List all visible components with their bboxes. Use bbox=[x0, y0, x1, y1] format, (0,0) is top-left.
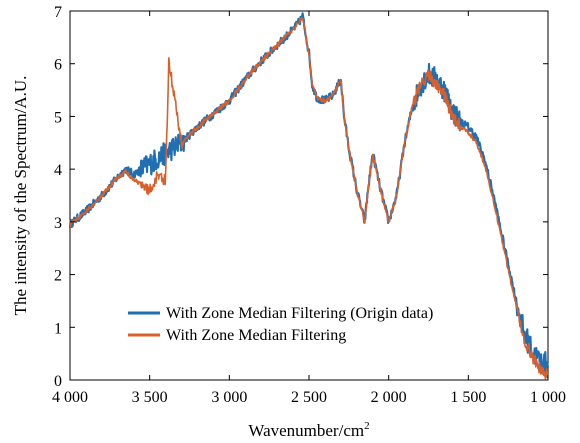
y-tick-label: 0 bbox=[54, 373, 62, 390]
y-axis-label: The intensity of the Spectrum/A.U. bbox=[11, 76, 30, 316]
y-tick-label: 2 bbox=[54, 268, 62, 285]
x-tick-label: 2 500 bbox=[291, 389, 327, 406]
x-tick-label: 2 000 bbox=[371, 389, 407, 406]
y-tick-label: 5 bbox=[54, 109, 62, 126]
x-tick-label: 3 500 bbox=[132, 389, 168, 406]
plot-area: 4 000 3 500 3 000 2 500 2 000 1 500 1 000 0 1 2 3… bbox=[52, 4, 566, 406]
y-tick-label: 6 bbox=[54, 57, 62, 74]
x-axis-label-text: Wavenumber/cm bbox=[248, 421, 364, 440]
legend-label-filtered: With Zone Median Filtering bbox=[166, 327, 346, 344]
x-tick-label: 3 000 bbox=[211, 389, 247, 406]
x-axis-label-superscript: 2 bbox=[364, 420, 370, 432]
y-tick-label: 7 bbox=[54, 4, 62, 21]
series-line-origin bbox=[68, 12, 550, 375]
x-tick-label: 1 500 bbox=[450, 389, 486, 406]
legend-label-origin: With Zone Median Filtering (Origin data) bbox=[166, 305, 433, 322]
x-axis-label: Wavenumber/cm2 bbox=[248, 420, 369, 440]
y-tick-label: 1 bbox=[54, 320, 62, 337]
x-tick-label: 4 000 bbox=[52, 389, 88, 406]
y-axis-ticks: 0 1 2 3 4 5 6 7 bbox=[54, 4, 548, 390]
legend: With Zone Median Filtering (Origin data)… bbox=[128, 305, 433, 344]
y-tick-label: 3 bbox=[54, 215, 62, 232]
y-tick-label: 4 bbox=[54, 162, 62, 179]
x-tick-label: 1 000 bbox=[530, 389, 566, 406]
x-axis-ticks: 4 000 3 500 3 000 2 500 2 000 1 500 1 000 bbox=[52, 11, 566, 406]
series-layer bbox=[68, 12, 550, 380]
series-line-filtered bbox=[69, 17, 549, 380]
